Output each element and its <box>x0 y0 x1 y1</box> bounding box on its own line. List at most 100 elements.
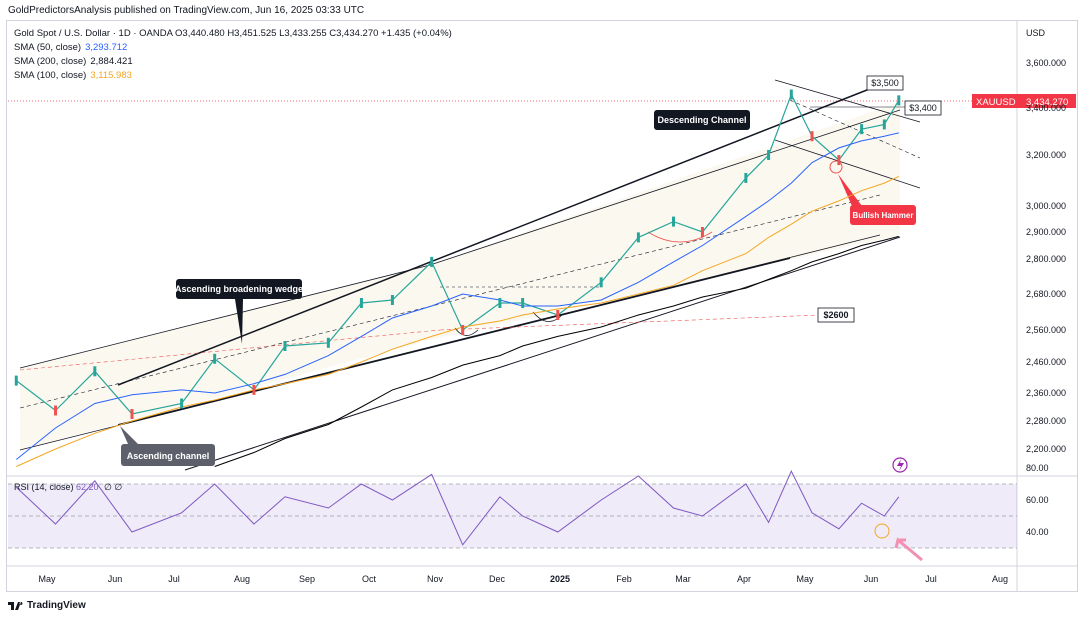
hammer-circle <box>829 160 843 174</box>
rsi-tick-label: 40.00 <box>1026 527 1049 537</box>
price-point <box>897 95 901 106</box>
time-tick-label: Sep <box>299 574 315 584</box>
broadening-wedge-callout-label: Ascending broadening wedge <box>175 284 303 294</box>
price-point <box>700 227 704 237</box>
price-tick-label: 3,000.000 <box>1026 201 1066 211</box>
price-tick-label: 2,460.000 <box>1026 357 1066 367</box>
time-tick-label: May <box>38 574 56 584</box>
rounded-bottom-marker <box>647 231 713 243</box>
wedge-fill <box>20 102 900 450</box>
price-tag-box <box>972 94 1076 108</box>
rsi-tick-label: 80.00 <box>1026 463 1049 473</box>
price-tick-label: 2,900.000 <box>1026 227 1066 237</box>
price-tick-label: 2,680.000 <box>1026 289 1066 299</box>
time-tick-label: Aug <box>992 574 1008 584</box>
chart-legend: Gold Spot / U.S. Dollar · 1D · OANDA O3,… <box>14 27 452 83</box>
ascending-channel-pointer <box>120 426 138 444</box>
price-point <box>789 89 793 100</box>
sma50-label[interactable]: SMA (50, close) <box>14 42 82 53</box>
ohlc-values: O3,440.480 H3,451.525 L3,433.255 C3,434.… <box>175 28 452 39</box>
time-tick-label: Apr <box>737 574 751 584</box>
level-3400-box <box>904 100 942 116</box>
price-point <box>283 341 287 351</box>
level-3500-label: $3,500 <box>871 78 899 88</box>
time-tick-label: Aug <box>234 574 250 584</box>
level-2600-box <box>817 307 855 323</box>
descending-channel-mid <box>789 99 921 159</box>
time-tick-label: Jul <box>925 574 937 584</box>
price-tick-label: 3,400.000 <box>1026 103 1066 113</box>
rounded-bottom-marker-2 <box>532 311 564 322</box>
bullish-hammer-box <box>850 205 916 225</box>
ascending-channel-upper <box>117 87 873 386</box>
chart-frame <box>6 20 1078 592</box>
red-dashed-support <box>19 329 441 371</box>
descending-channel-upper <box>774 79 921 123</box>
price-tick-label: 3,200.000 <box>1026 150 1066 160</box>
price-point <box>837 155 841 166</box>
chart-plot-layer <box>14 89 901 546</box>
price-point <box>636 232 640 243</box>
rsi-line <box>15 470 900 546</box>
price-point <box>556 310 560 320</box>
brand-name: TradingView <box>27 600 86 611</box>
descending-channel-callout-box <box>654 110 750 130</box>
tradingview-brand[interactable]: TradingView <box>8 600 86 611</box>
level-3400-label: $3,400 <box>909 103 937 113</box>
price-point <box>521 298 525 308</box>
time-tick-label: Jun <box>864 574 879 584</box>
rounded-bottom-marker-3 <box>454 327 479 336</box>
chart-label-layer: 2,200.000 2,280.000 2,360.000 2,460.000 2,56… <box>14 58 1068 584</box>
price-point <box>130 409 134 419</box>
time-tick-label: Oct <box>362 574 377 584</box>
time-tick-label: 2025 <box>550 574 570 584</box>
sma100-line <box>16 175 900 467</box>
sma200-label[interactable]: SMA (200, close) <box>14 56 87 67</box>
price-point <box>213 353 217 364</box>
broadening-wedge-callout-pointer <box>235 299 243 344</box>
price-point <box>498 298 502 308</box>
price-point <box>54 405 58 416</box>
rsi-circle-marker <box>874 523 890 539</box>
rsi-extra: ∅ ∅ <box>104 482 122 492</box>
price-tick-label: 2,200.000 <box>1026 444 1066 454</box>
price-point <box>767 150 771 160</box>
price-point <box>14 375 18 386</box>
bullish-hammer-pointer <box>838 174 862 206</box>
sma100-label[interactable]: SMA (100, close) <box>14 70 87 81</box>
price-tag-value: 3,434.270 <box>1026 97 1068 108</box>
price-tick-label: 2,280.000 <box>1026 416 1066 426</box>
time-tick-label: Mar <box>675 574 691 584</box>
price-point <box>180 398 184 409</box>
time-tick-label: May <box>796 574 814 584</box>
lightning-icon-bolt <box>897 459 904 471</box>
price-point <box>672 216 676 227</box>
level-2600-line <box>439 314 821 331</box>
price-tick-label: 2,360.000 <box>1026 388 1066 398</box>
time-tick-label: Feb <box>616 574 632 584</box>
price-point <box>390 295 394 305</box>
sma200-line <box>214 235 899 467</box>
published-header: GoldPredictorsAnalysis published on Trad… <box>8 5 365 16</box>
price-tick-label: 2,560.000 <box>1026 325 1066 335</box>
outer-lower-line <box>184 236 901 471</box>
sma50-line <box>15 132 899 460</box>
price-point <box>430 256 434 267</box>
time-tick-label: Jun <box>108 574 123 584</box>
price-point <box>359 298 363 308</box>
price-point <box>860 124 864 135</box>
price-tick-label: 2,800.000 <box>1026 254 1066 264</box>
level-3500-box <box>866 75 904 91</box>
price-point <box>810 131 814 142</box>
price-tick-label: 3,600.000 <box>1026 58 1066 68</box>
rsi-arrow-icon <box>894 537 923 562</box>
price-point <box>461 325 465 335</box>
instrument-label[interactable]: Gold Spot / U.S. Dollar · 1D · OANDA <box>14 28 173 39</box>
rsi-label: RSI (14, close) <box>14 482 74 492</box>
bullish-hammer-label: Bullish Hammer <box>853 211 914 220</box>
price-point <box>882 119 886 130</box>
ascending-channel-box <box>121 444 215 466</box>
level-2600-label: $2600 <box>823 310 848 320</box>
time-tick-label: Nov <box>427 574 444 584</box>
